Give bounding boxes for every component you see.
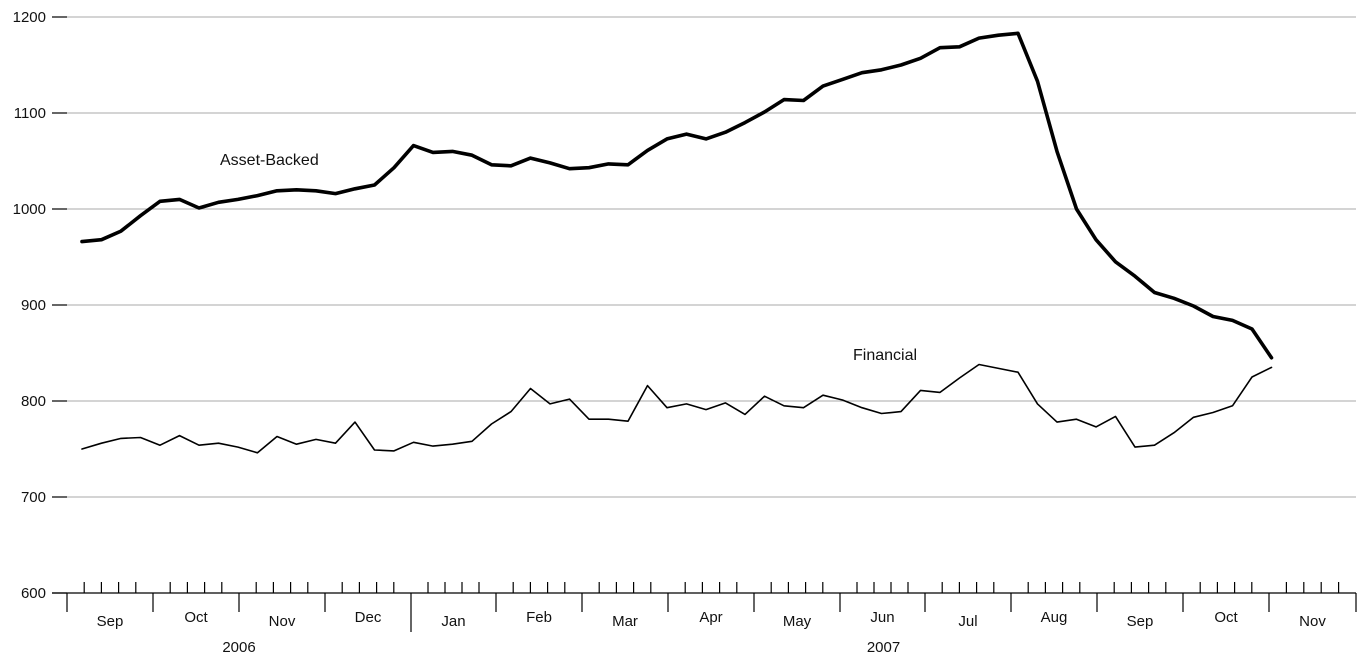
month-label: Jul <box>958 613 977 630</box>
month-label: Jan <box>441 613 465 630</box>
y-tick-label-1200: 1200 <box>13 9 46 26</box>
y-tick-label-600: 600 <box>21 585 46 602</box>
series-label-asset-backed: Asset-Backed <box>220 152 319 169</box>
month-label: Dec <box>355 609 382 626</box>
year-label: 2007 <box>867 639 900 656</box>
month-label: Sep <box>1127 613 1154 630</box>
x-axis-labels: Sep Oct Nov Dec Jan Feb Mar Apr May Jun Jul Aug Sep O… <box>97 609 1327 656</box>
series-label-financial: Financial <box>853 347 917 364</box>
month-label: Oct <box>1214 609 1238 626</box>
year-label: 2006 <box>222 639 255 656</box>
series-layer <box>80 31 1274 454</box>
y-axis-labels: 600 700 800 900 1000 1100 1200 <box>13 9 46 602</box>
y-tick-label-900: 900 <box>21 297 46 314</box>
month-label: Apr <box>699 609 722 626</box>
y-tick-label-1000: 1000 <box>13 201 46 218</box>
month-label: Nov <box>1299 613 1326 630</box>
y-tick-label-800: 800 <box>21 393 46 410</box>
series-line-financial <box>81 363 1273 454</box>
grid-layer <box>52 16 1356 594</box>
y-tick-label-700: 700 <box>21 489 46 506</box>
month-label: Feb <box>526 609 552 626</box>
month-label: Sep <box>97 613 124 630</box>
month-label: Aug <box>1041 609 1068 626</box>
series-labels: Asset-Backed Financial <box>220 152 917 364</box>
month-label: May <box>783 613 812 630</box>
month-label: Nov <box>269 613 296 630</box>
month-label: Mar <box>612 613 638 630</box>
x-axis <box>52 582 1357 632</box>
y-tick-label-1100: 1100 <box>14 105 46 122</box>
series-line-asset-backed <box>80 31 1274 360</box>
month-label: Jun <box>870 609 894 626</box>
month-label: Oct <box>184 609 208 626</box>
